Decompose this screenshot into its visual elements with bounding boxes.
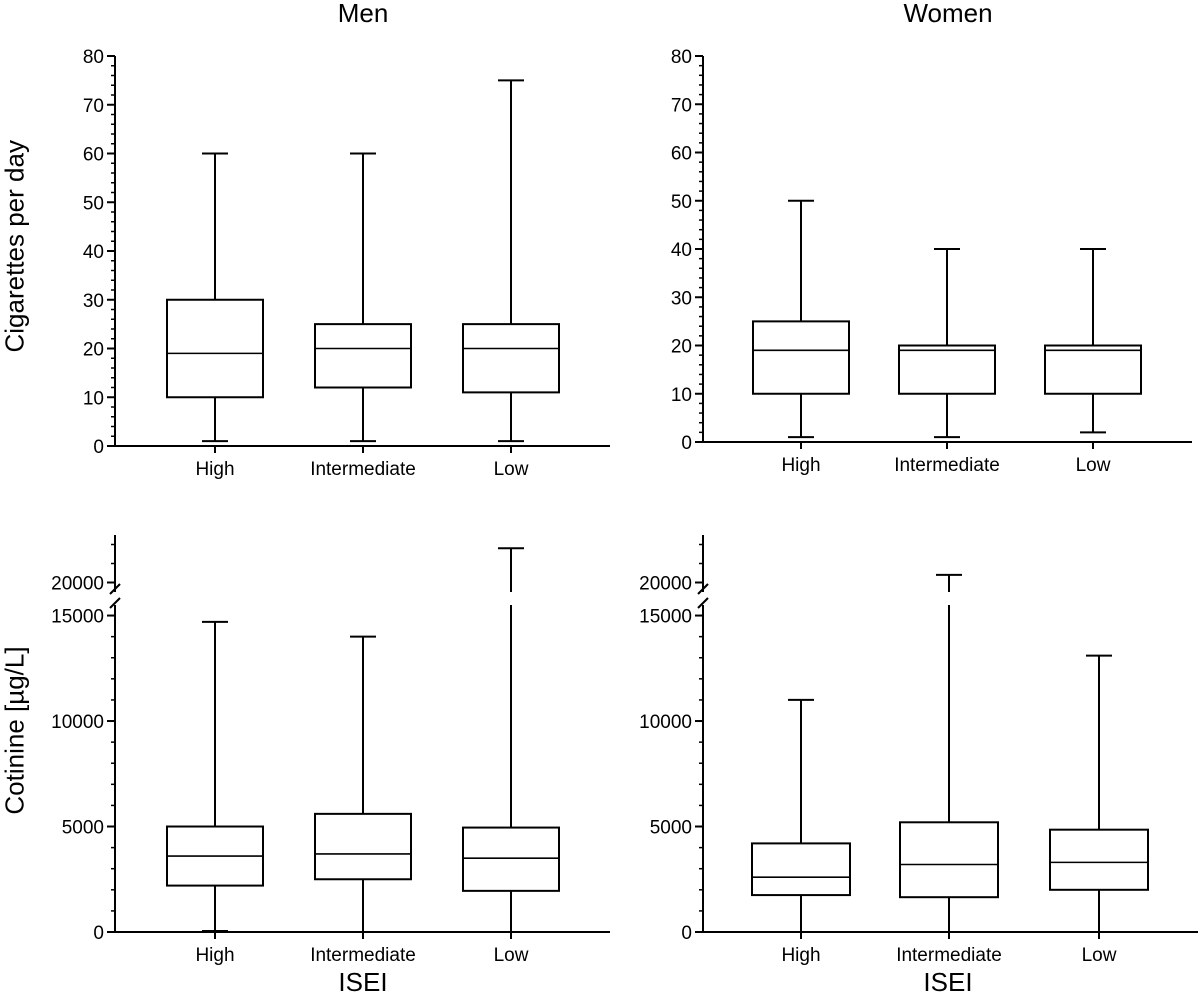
y-tick-label: 40: [671, 240, 692, 261]
axis-break-mark: [697, 597, 709, 609]
iqr-box: [462, 826, 560, 892]
x-tick-label: Intermediate: [896, 945, 1002, 966]
box-low: [462, 79, 560, 443]
iqr-box: [314, 323, 412, 389]
y-tick-label: 20: [671, 337, 692, 358]
y-tick-label: 20000: [639, 574, 692, 595]
y-tick-label: 60: [671, 144, 692, 165]
box-high: [751, 698, 851, 932]
y-tick-label: 30: [83, 291, 104, 312]
y-tick-label: 10000: [639, 712, 692, 733]
iqr-box: [166, 298, 264, 399]
box-high: [166, 620, 264, 932]
box-low: [462, 547, 560, 932]
y-tick-label: 60: [83, 145, 104, 166]
box-intermediate: [314, 635, 412, 932]
panel-title-women: Women: [903, 0, 993, 28]
axis-break-mark: [109, 597, 121, 609]
x-tick-label: Intermediate: [310, 459, 416, 480]
y-tick-label: 80: [671, 47, 692, 68]
y-tick-label: 10: [83, 388, 104, 409]
box-low: [1044, 248, 1142, 434]
x-axis-label-isei-right: ISEI: [923, 967, 973, 997]
axis-break-mark: [697, 583, 709, 595]
y-tick-label: 40: [83, 242, 104, 263]
y-tick-label: 0: [681, 433, 692, 454]
x-tick-label: Low: [1082, 945, 1117, 966]
x-tick-label: Low: [494, 459, 529, 480]
x-tick-label: Low: [494, 945, 529, 966]
y-tick-label: 15000: [51, 607, 104, 628]
y-tick-label: 70: [671, 95, 692, 116]
iqr-box: [314, 812, 412, 881]
iqr-box: [751, 842, 851, 897]
iqr-box: [1044, 344, 1142, 395]
box-intermediate: [898, 248, 996, 439]
panel-3: 0 5000 10000 15000 20000 High Intermediate Low: [51, 535, 610, 966]
panel-1: 0 10 20 30 40 50 60 70 80 High Intermediate Low: [83, 47, 610, 480]
iqr-box: [462, 323, 560, 394]
panel-title-men: Men: [337, 0, 389, 28]
iqr-box: [752, 320, 850, 395]
box-high: [166, 152, 264, 443]
y-tick-label: 5000: [62, 818, 104, 839]
y-tick-label: 20: [83, 340, 104, 361]
y-tick-label: 0: [681, 923, 692, 944]
x-tick-label: High: [781, 945, 820, 966]
y-tick-label: 20000: [51, 574, 104, 595]
panel-2: 0 10 20 30 40 50 60 70 80 High Intermediate Low: [671, 47, 1192, 476]
box-high: [752, 199, 850, 439]
y-tick-label: 70: [83, 96, 104, 117]
y-tick-label: 50: [671, 192, 692, 213]
y-tick-label: 50: [83, 193, 104, 214]
x-tick-label: Intermediate: [894, 455, 1000, 476]
y-tick-label: 0: [93, 923, 104, 944]
iqr-box: [899, 821, 999, 899]
panel-4: 0 5000 10000 15000 20000 High Intermediate Low: [639, 535, 1198, 966]
x-tick-label: Low: [1076, 455, 1111, 476]
x-tick-label: High: [195, 459, 234, 480]
box-intermediate: [899, 573, 999, 932]
iqr-box: [1049, 828, 1149, 891]
iqr-box: [898, 344, 996, 395]
x-tick-label: High: [781, 455, 820, 476]
box-intermediate: [314, 152, 412, 443]
y-tick-label: 10000: [51, 712, 104, 733]
x-tick-label: Intermediate: [310, 945, 416, 966]
x-tick-label: High: [195, 945, 234, 966]
y-tick-label: 5000: [650, 818, 692, 839]
axis-break-mark: [109, 583, 121, 595]
y-tick-label: 80: [83, 47, 104, 68]
y-tick-label: 0: [93, 437, 104, 458]
x-axis-label-isei-left: ISEI: [338, 967, 388, 997]
box-low: [1049, 654, 1149, 932]
y-tick-label: 10: [671, 385, 692, 406]
y-tick-label: 30: [671, 288, 692, 309]
y-tick-label: 15000: [639, 607, 692, 628]
